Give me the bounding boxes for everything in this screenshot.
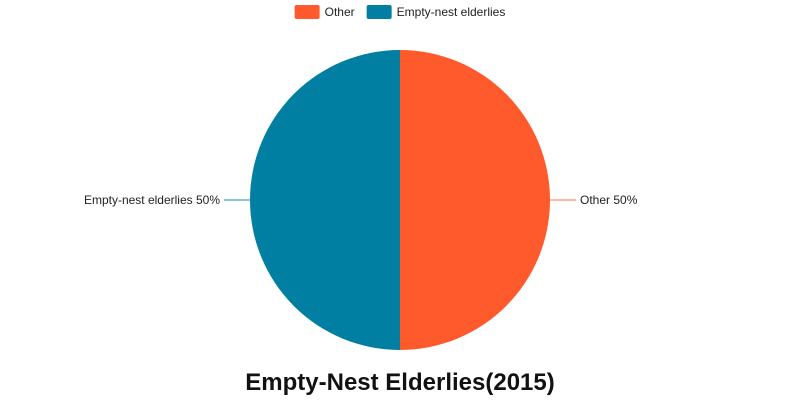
legend-swatch-empty-nest-elderlies <box>366 5 392 19</box>
pie-slice-empty-nest-elderlies <box>250 50 400 350</box>
slice-label-other: Other 50% <box>580 193 638 207</box>
legend-label-other: Other <box>325 5 355 19</box>
pie-slice-other <box>400 50 550 350</box>
legend: Other Empty-nest elderlies <box>294 5 506 19</box>
slice-labels: Other 50% Empty-nest elderlies 50% <box>84 193 638 207</box>
legend-label-empty-nest-elderlies: Empty-nest elderlies <box>397 5 506 19</box>
legend-item-empty-nest-elderlies[interactable]: Empty-nest elderlies <box>366 5 506 19</box>
legend-swatch-other <box>294 5 320 19</box>
legend-item-other[interactable]: Other <box>294 5 355 19</box>
slice-label-empty-nest-elderlies: Empty-nest elderlies 50% <box>84 193 220 207</box>
chart-title: Empty-Nest Elderlies(2015) <box>245 369 554 396</box>
pie-slices <box>250 50 550 350</box>
